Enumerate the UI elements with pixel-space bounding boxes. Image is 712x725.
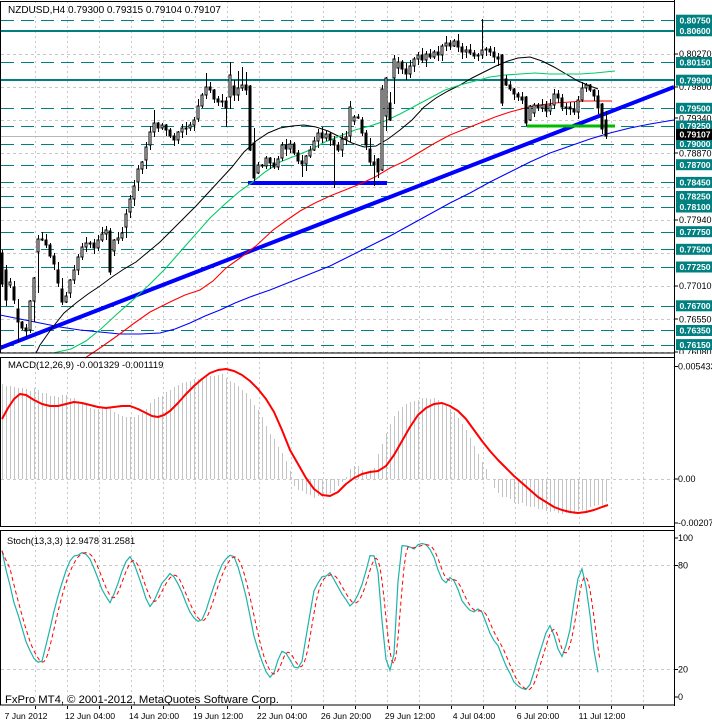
svg-text:0.79250: 0.79250 [680,121,711,131]
svg-text:0.76150: 0.76150 [680,340,711,350]
svg-text:-0.00207: -0.00207 [678,518,712,528]
svg-text:NZDUSD,H4 0.79300 0.79315 0.7: NZDUSD,H4 0.79300 0.79315 0.79104 0.7910… [8,5,221,16]
svg-text:0.80750: 0.80750 [680,15,711,25]
svg-text:80: 80 [678,561,688,571]
svg-text:0.79000: 0.79000 [680,139,711,149]
svg-text:MACD(12,26,9) -0.001329 -0.001: MACD(12,26,9) -0.001329 -0.001119 [8,360,163,371]
svg-text:0.78450: 0.78450 [680,178,711,188]
svg-text:100: 100 [678,533,693,543]
svg-text:7 Jun 2012: 7 Jun 2012 [5,711,48,721]
svg-text:29 Jun 12:00: 29 Jun 12:00 [385,711,435,721]
svg-text:0.80150: 0.80150 [680,58,711,68]
svg-text:0.77750: 0.77750 [680,227,711,237]
svg-text:0.79800: 0.79800 [679,82,712,92]
svg-text:0.77500: 0.77500 [680,245,711,255]
svg-text:20: 20 [678,665,688,675]
svg-text:12 Jun 04:00: 12 Jun 04:00 [65,711,115,721]
svg-text:0.78870: 0.78870 [679,149,712,159]
svg-text:4 Jul 04:00: 4 Jul 04:00 [453,711,496,721]
svg-text:0: 0 [678,692,683,702]
svg-text:22 Jun 04:00: 22 Jun 04:00 [257,711,307,721]
svg-text:0.77010: 0.77010 [679,281,712,291]
svg-text:0.76080: 0.76080 [679,347,712,357]
svg-text:0.77250: 0.77250 [680,262,711,272]
svg-text:FxPro MT4, © 2001-2012, MetaQu: FxPro MT4, © 2001-2012, MetaQuotes Softw… [5,694,279,706]
svg-text:0.80600: 0.80600 [680,26,711,36]
svg-text:0.76550: 0.76550 [679,314,712,324]
svg-text:0.005433: 0.005433 [678,362,712,372]
svg-text:6 Jul 20:00: 6 Jul 20:00 [517,711,560,721]
svg-text:0.78250: 0.78250 [680,192,711,202]
svg-text:0.77940: 0.77940 [679,215,712,225]
svg-text:11 Jul 12:00: 11 Jul 12:00 [579,711,626,721]
svg-text:0.79900: 0.79900 [680,75,711,85]
svg-text:0.79500: 0.79500 [680,104,711,114]
svg-text:0.79340: 0.79340 [679,114,712,124]
svg-text:26 Jun 20:00: 26 Jun 20:00 [321,711,371,721]
svg-text:0.79107: 0.79107 [680,130,711,140]
svg-text:0.78700: 0.78700 [680,160,711,170]
svg-text:0.76350: 0.76350 [680,326,711,336]
svg-text:14 Jun 20:00: 14 Jun 20:00 [129,711,179,721]
svg-text:0.00: 0.00 [678,474,696,484]
svg-text:0.78100: 0.78100 [680,202,711,212]
svg-text:19 Jun 12:00: 19 Jun 12:00 [193,711,243,721]
svg-text:0.76700: 0.76700 [680,301,711,311]
svg-text:0.80270: 0.80270 [679,49,712,59]
svg-text:Stoch(13,3,3) 12.9478 31.2581: Stoch(13,3,3) 12.9478 31.2581 [7,536,135,546]
